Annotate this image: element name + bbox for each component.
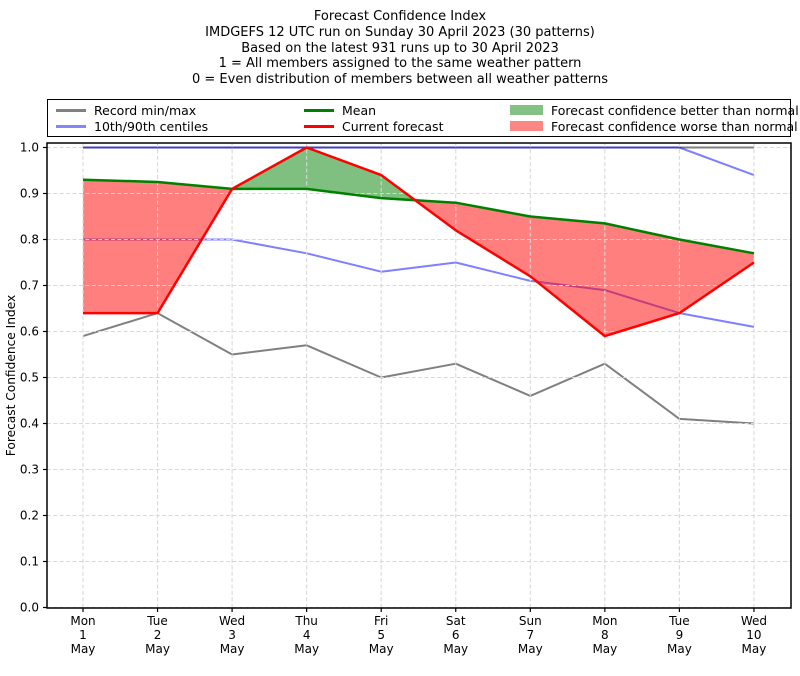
- legend-item-confidence-better: Forecast confidence better than normal: [510, 102, 799, 118]
- series-record-min: [82, 312, 755, 425]
- x-axis-labels: Mon1MayTue2MayWed3MayThu4MayFri5MaySat6M…: [70, 614, 767, 656]
- x-tick-month: May: [742, 642, 767, 656]
- y-tick-label: 0.8: [20, 233, 39, 247]
- x-tick-dow: Thu: [294, 614, 318, 628]
- legend-label: Mean: [342, 102, 377, 118]
- mean-line-swatch: [304, 108, 334, 112]
- x-tick-day: 4: [303, 628, 311, 642]
- x-tick-dow: Tue: [146, 614, 168, 628]
- chart-subtitle-basis: Based on the latest 931 runs up to 30 Ap…: [241, 40, 559, 56]
- series-90th-centile: [83, 146, 755, 177]
- x-tick-day: 9: [676, 628, 684, 642]
- y-tick-label: 0.6: [20, 325, 39, 339]
- x-tick-day: 1: [79, 628, 87, 642]
- x-tick-month: May: [443, 642, 468, 656]
- series-current-forecast: [83, 146, 755, 338]
- y-tick-label: 0.0: [20, 601, 39, 615]
- x-tick-month: May: [220, 642, 245, 656]
- x-tick-dow: Tue: [668, 614, 690, 628]
- y-tick-label: 0.1: [20, 555, 39, 569]
- confidence-fills: [83, 147, 754, 337]
- x-tick-month: May: [592, 642, 617, 656]
- chart-note-one: 1 = All members assigned to the same wea…: [218, 56, 582, 72]
- series-mean: [82, 178, 755, 255]
- legend-item-centiles: 10th/90th centiles: [56, 118, 304, 134]
- legend-label: Forecast confidence better than normal: [551, 102, 799, 118]
- confidence-better-patch-swatch: [510, 105, 543, 115]
- legend-item-current-forecast: Current forecast: [304, 118, 510, 134]
- y-tick-label: 0.4: [20, 417, 39, 431]
- legend-label: Current forecast: [342, 118, 444, 134]
- x-tick-month: May: [369, 642, 394, 656]
- x-tick-month: May: [667, 642, 692, 656]
- mean-and-current-lines: [82, 146, 755, 338]
- axis-ticks: [43, 146, 755, 612]
- axis-frame: [46, 142, 792, 609]
- current-forecast-line-swatch: [304, 124, 334, 128]
- x-tick-day: 8: [601, 628, 609, 642]
- y-tick-label: 0.7: [20, 279, 39, 293]
- y-tick-label: 0.5: [20, 371, 39, 385]
- x-tick-day: 3: [228, 628, 236, 642]
- legend-item-confidence-worse: Forecast confidence worse than normal: [510, 118, 799, 134]
- y-axis-title: Forecast Confidence Index: [4, 295, 18, 456]
- x-tick-month: May: [518, 642, 543, 656]
- chart-subtitle-run: IMDGEFS 12 UTC run on Sunday 30 April 20…: [205, 24, 595, 40]
- fill-better-than-normal: [232, 147, 416, 201]
- x-tick-month: May: [145, 642, 170, 656]
- centiles-line-swatch: [56, 124, 86, 128]
- y-tick-label: 0.2: [20, 509, 39, 523]
- y-tick-label: 0.3: [20, 463, 39, 477]
- y-axis-labels: 0.0 0.1 0.2 0.3 0.4 0.5 0.6 0.7 0.8 0.9 1.0: [20, 141, 39, 615]
- record-minmax-line-swatch: [56, 108, 86, 112]
- x-tick-dow: Mon: [70, 614, 95, 628]
- y-tick-label: 1.0: [20, 141, 39, 155]
- legend-label: Record min/max: [94, 102, 197, 118]
- x-tick-day: 2: [154, 628, 162, 642]
- x-tick-dow: Wed: [741, 614, 767, 628]
- x-tick-dow: Wed: [219, 614, 245, 628]
- x-tick-dow: Mon: [592, 614, 617, 628]
- x-tick-day: 5: [377, 628, 385, 642]
- chart-note-zero: 0 = Even distribution of members between…: [191, 72, 609, 88]
- chart-title: Forecast Confidence Index: [313, 9, 487, 24]
- grid-lines: [47, 143, 791, 609]
- legend-item-mean: Mean: [304, 102, 510, 118]
- y-tick-label: 0.9: [20, 187, 39, 201]
- chart-legend: Record min/max 10th/90th centiles Mean C…: [47, 99, 799, 137]
- legend-label: Forecast confidence worse than normal: [551, 118, 798, 134]
- x-tick-dow: Sat: [446, 614, 466, 628]
- confidence-worse-patch-swatch: [510, 121, 543, 131]
- x-tick-month: May: [71, 642, 96, 656]
- x-tick-day: 7: [526, 628, 534, 642]
- fill-worse-than-normal: [415, 200, 754, 337]
- x-tick-dow: Fri: [374, 614, 388, 628]
- x-tick-day: 10: [746, 628, 761, 642]
- x-tick-day: 6: [452, 628, 460, 642]
- legend-label: 10th/90th centiles: [94, 118, 209, 134]
- chart-title-block: Forecast Confidence Index IMDGEFS 12 UTC…: [0, 9, 800, 88]
- x-tick-dow: Sun: [519, 614, 542, 628]
- x-tick-month: May: [294, 642, 319, 656]
- legend-item-record-minmax: Record min/max: [56, 102, 304, 118]
